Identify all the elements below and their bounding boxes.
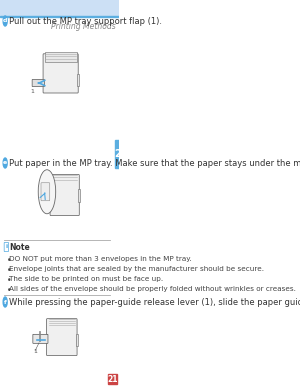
Text: DO NOT put more than 3 envelopes in the MP tray.: DO NOT put more than 3 envelopes in the … [9,256,192,262]
Text: Put paper in the MP tray. Make sure that the paper stays under the maximum paper: Put paper in the MP tray. Make sure that… [9,159,300,168]
Text: •: • [7,256,12,265]
FancyBboxPatch shape [32,79,44,87]
Bar [0,0,119,16]
Text: 1: 1 [33,349,37,354]
Circle shape [38,170,56,214]
Text: Note: Note [9,243,30,252]
Circle shape [3,297,7,307]
Text: i: i [5,245,8,250]
Text: •: • [7,266,12,275]
FancyBboxPatch shape [46,319,77,356]
FancyBboxPatch shape [4,243,8,252]
Bar [45,52,76,62]
Bar [115,140,119,168]
Text: f: f [4,300,7,305]
Bar [77,74,80,86]
FancyBboxPatch shape [50,175,79,216]
Text: While pressing the paper-guide release lever (1), slide the paper guide to fit t: While pressing the paper-guide release l… [9,298,300,307]
Circle shape [3,158,7,168]
Text: Envelope joints that are sealed by the manufacturer should be secure.: Envelope joints that are sealed by the m… [9,266,264,272]
Circle shape [3,16,7,26]
Text: 2: 2 [114,149,121,159]
FancyBboxPatch shape [33,334,48,343]
Text: The side to be printed on must be face up.: The side to be printed on must be face u… [9,276,163,282]
Text: d: d [3,19,8,24]
Bar [40,193,51,197]
Text: 1: 1 [31,89,35,94]
Bar [39,331,40,341]
Text: e: e [3,161,7,166]
FancyBboxPatch shape [41,183,50,201]
Text: All sides of the envelope should be properly folded without wrinkles or creases.: All sides of the envelope should be prop… [9,286,296,292]
Bar [109,374,117,384]
Text: 21: 21 [108,375,118,384]
Text: Pull out the MP tray support flap (1).: Pull out the MP tray support flap (1). [9,17,162,26]
Bar [76,334,78,346]
Bar [78,188,80,202]
Bar [0,16,119,17]
Text: •: • [7,286,12,295]
Text: Printing Methods: Printing Methods [51,22,116,31]
Text: •: • [7,276,12,285]
FancyBboxPatch shape [43,54,78,93]
